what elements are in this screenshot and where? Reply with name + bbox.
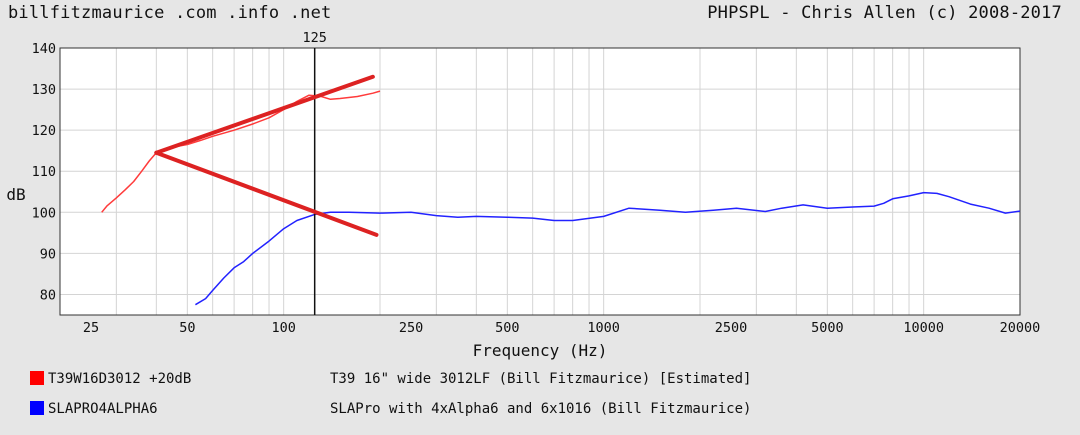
legend-swatch-blue (30, 401, 44, 415)
legend-series-description: T39 16" wide 3012LF (Bill Fitzmaurice) [… (330, 371, 752, 387)
legend-swatch-red (30, 371, 44, 385)
x-tick-label: 20000 (1000, 320, 1041, 336)
legend-series-description: SLAPro with 4xAlpha6 and 6x1016 (Bill Fi… (330, 401, 752, 417)
x-tick-label: 250 (399, 320, 423, 336)
y-tick-label: 110 (32, 164, 56, 180)
site-name: billfitzmaurice .com .info .net (8, 3, 332, 23)
y-tick-label: 80 (40, 287, 56, 303)
frequency-response-chart: 80 90 100 110 120 130 140 25 50 100 250 500 1000 2500… (6, 30, 1041, 360)
y-tick-label: 140 (32, 41, 56, 57)
plot-border (59, 47, 1021, 316)
annotation-line-1 (154, 74, 375, 155)
y-tick-label: 90 (40, 246, 56, 262)
y-tick-label: 130 (32, 82, 56, 98)
legend-series-name: T39W16D3012 +20dB (48, 371, 192, 387)
x-tick-label: 5000 (811, 320, 844, 336)
y-tick-label: 120 (32, 123, 56, 139)
x-tick-label: 500 (495, 320, 519, 336)
chart-credit: PHPSPL - Chris Allen (c) 2008-2017 (707, 3, 1062, 23)
legend-entry-series-1: T39W16D3012 +20dB T39 16" wide 3012LF (B… (30, 371, 751, 387)
annotation-line-2 (154, 150, 379, 237)
y-axis-label: dB (6, 185, 25, 204)
x-tick-label: 100 (271, 320, 295, 336)
x-tick-label: 50 (179, 320, 195, 336)
x-axis-label: Frequency (Hz) (473, 341, 608, 360)
legend-series-name: SLAPRO4ALPHA6 (48, 401, 158, 417)
y-tick-label: 100 (32, 205, 56, 221)
x-tick-label: 1000 (587, 320, 620, 336)
marker-label: 125 (302, 30, 326, 46)
legend-entry-series-2: SLAPRO4ALPHA6 SLAPro with 4xAlpha6 and 6… (30, 401, 751, 417)
x-tick-label: 10000 (903, 320, 944, 336)
x-tick-label: 2500 (715, 320, 748, 336)
plot-area (60, 48, 1020, 315)
x-tick-label: 25 (83, 320, 99, 336)
series-line-1 (101, 90, 381, 213)
series-line-2 (195, 191, 1021, 306)
